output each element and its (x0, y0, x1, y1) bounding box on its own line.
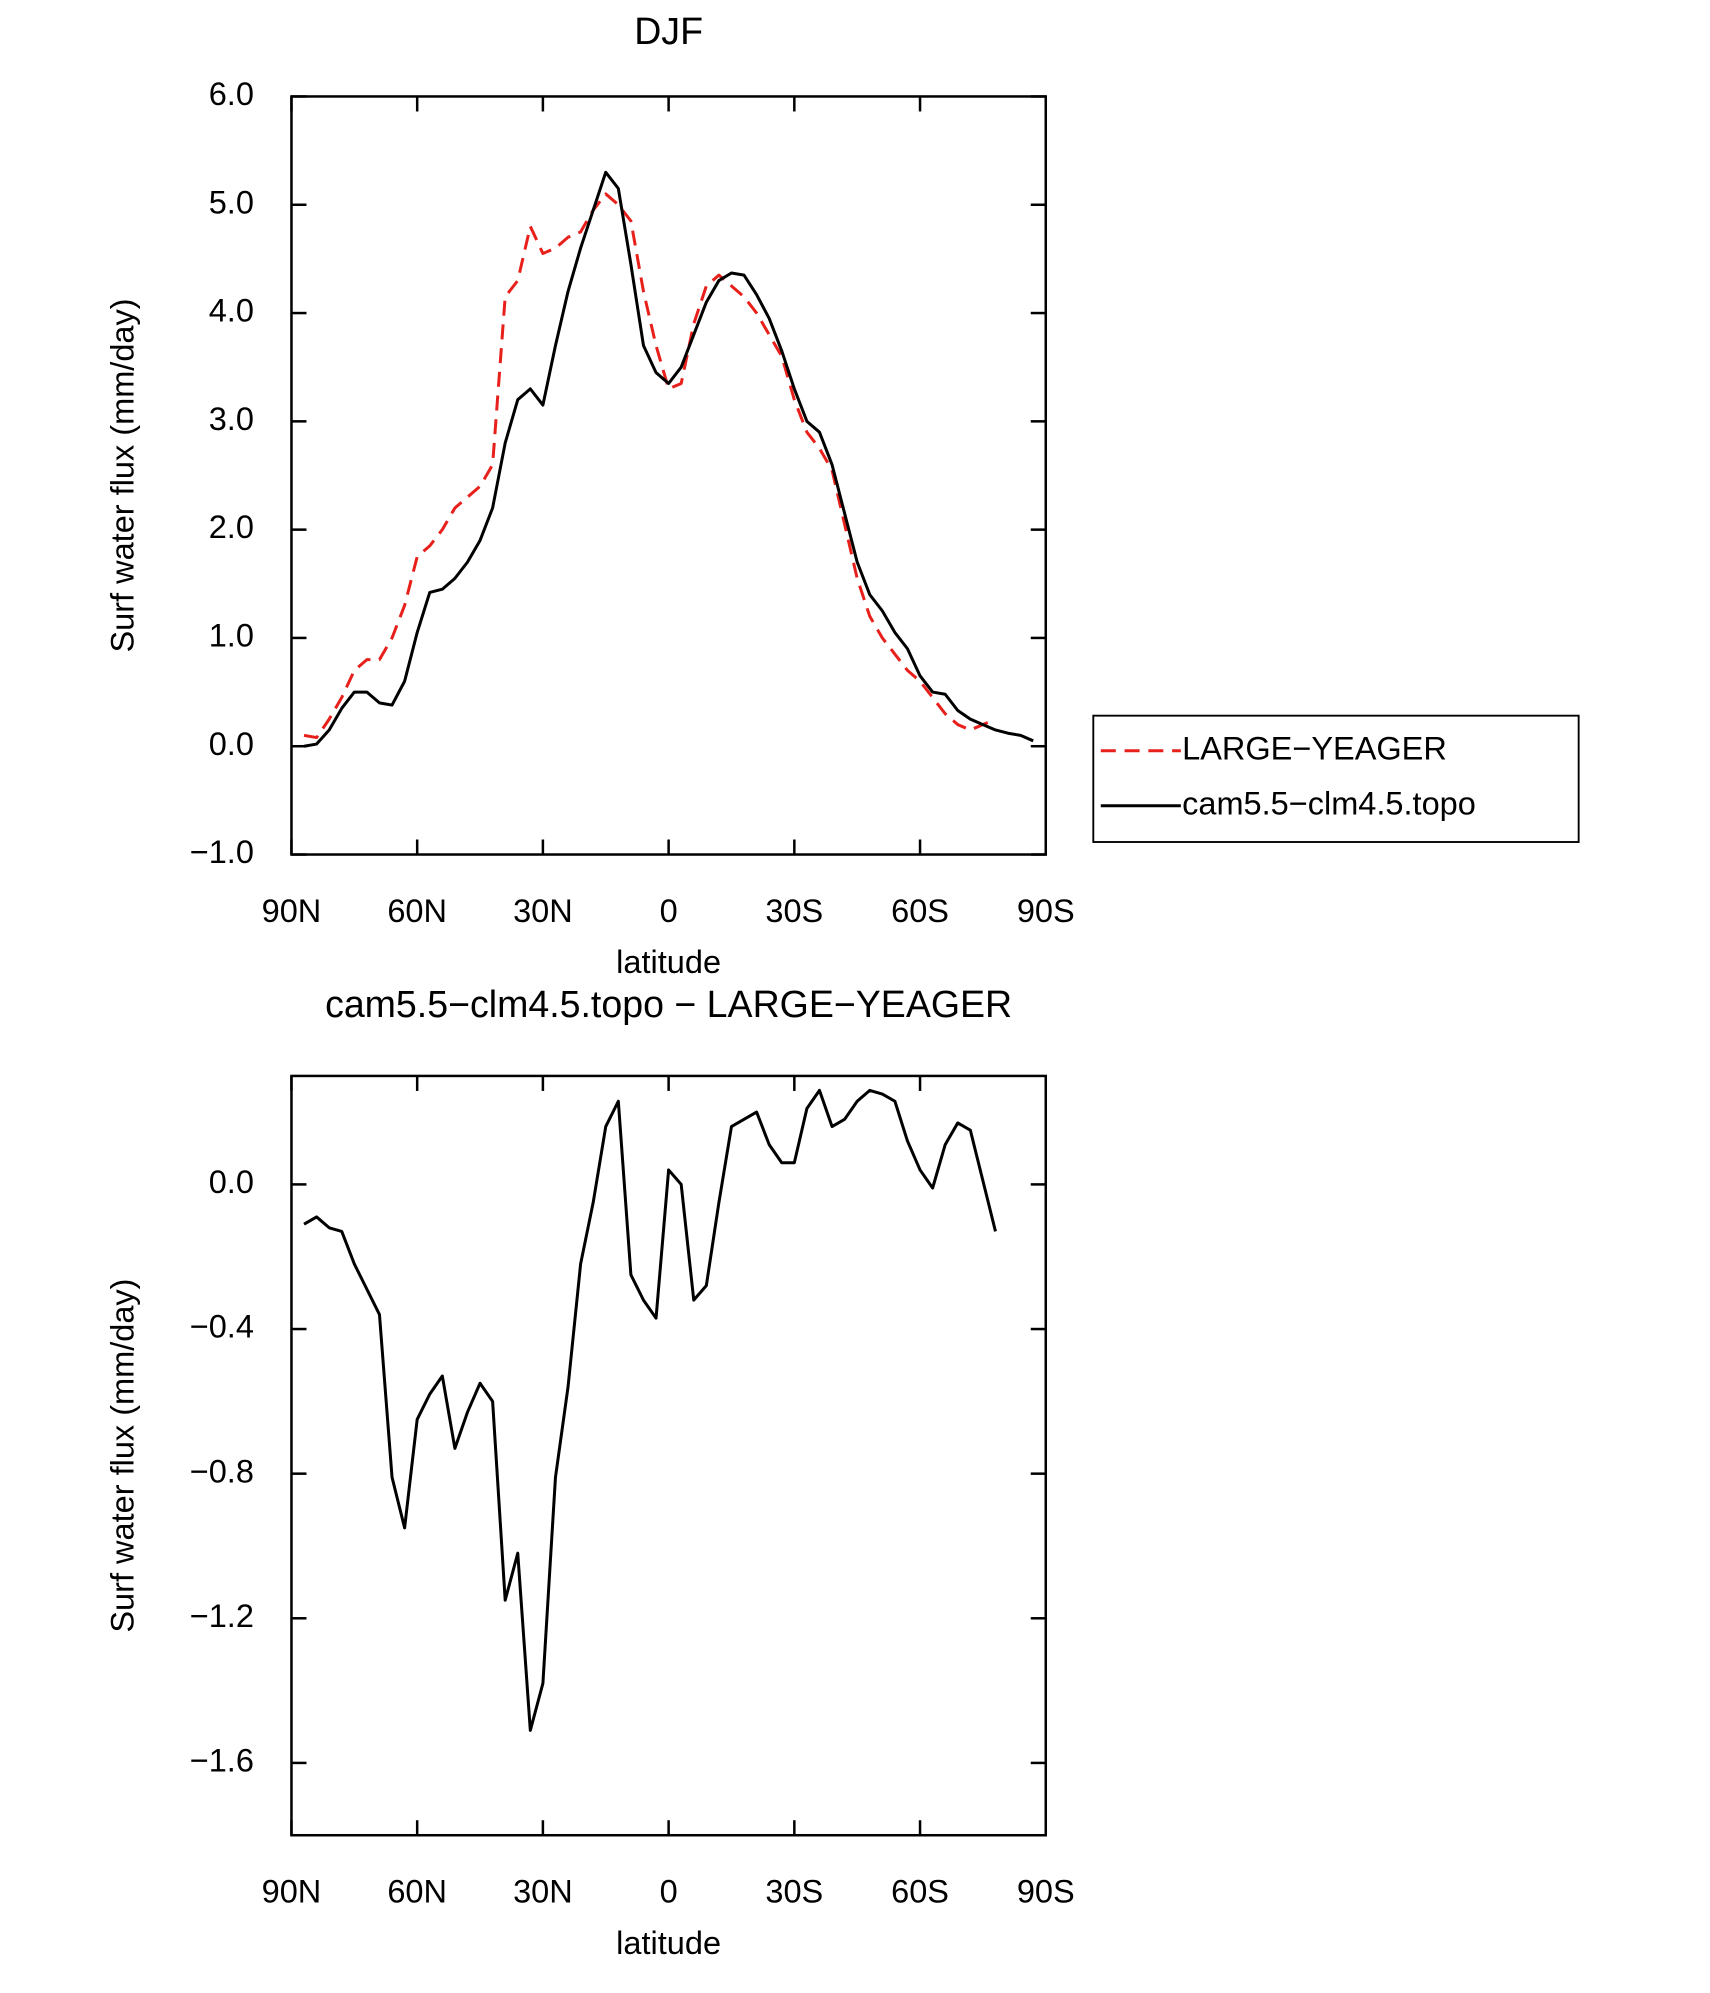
y-axis-label: Surf water flux (mm/day) (105, 1279, 141, 1633)
x-tick-label: 30N (513, 1874, 573, 1910)
x-tick-label: 60N (387, 1874, 447, 1910)
x-axis-label: latitude (616, 1925, 721, 1961)
y-tick-label: 3.0 (209, 401, 254, 437)
y-axis-label: Surf water flux (mm/day) (105, 298, 141, 652)
x-tick-label: 90S (1017, 1874, 1075, 1910)
x-tick-label: 30S (765, 893, 823, 929)
x-tick-label: 60N (387, 893, 447, 929)
legend-box (1092, 714, 1580, 843)
x-tick-label: 90N (262, 1874, 322, 1910)
y-tick-label: 2.0 (209, 509, 254, 545)
y-tick-label: −1.6 (190, 1743, 254, 1779)
y-tick-label: 6.0 (209, 76, 254, 112)
y-tick-label: 1.0 (209, 618, 254, 654)
x-tick-label: 30N (513, 893, 573, 929)
y-tick-label: 0.0 (209, 1164, 254, 1200)
y-tick-label: −1.0 (190, 834, 254, 870)
legend-label: cam5.5−clm4.5.topo (1182, 785, 1476, 821)
x-tick-label: 60S (891, 1874, 949, 1910)
chart-title: DJF (634, 10, 703, 52)
data-line (303, 192, 997, 740)
y-tick-label: 5.0 (209, 184, 254, 220)
x-tick-label: 0 (660, 893, 678, 929)
x-axis-label: latitude (616, 944, 721, 980)
x-tick-label: 90S (1017, 893, 1075, 929)
legend-label: LARGE−YEAGER (1182, 730, 1447, 766)
y-tick-label: −1.2 (190, 1598, 254, 1634)
x-tick-label: 60S (891, 893, 949, 929)
plot-frame (290, 1074, 1048, 1837)
x-tick-label: 30S (765, 1874, 823, 1910)
chart-title: cam5.5−clm4.5.topo − LARGE−YEAGER (325, 983, 1012, 1025)
plot-frame (290, 95, 1048, 856)
data-line (303, 1088, 997, 1732)
x-tick-label: 0 (660, 1874, 678, 1910)
y-tick-label: 4.0 (209, 293, 254, 329)
y-tick-label: −0.8 (190, 1453, 254, 1489)
y-tick-label: 0.0 (209, 726, 254, 762)
y-tick-label: −0.4 (190, 1309, 254, 1345)
data-line (303, 170, 1034, 748)
x-tick-label: 90N (262, 893, 322, 929)
